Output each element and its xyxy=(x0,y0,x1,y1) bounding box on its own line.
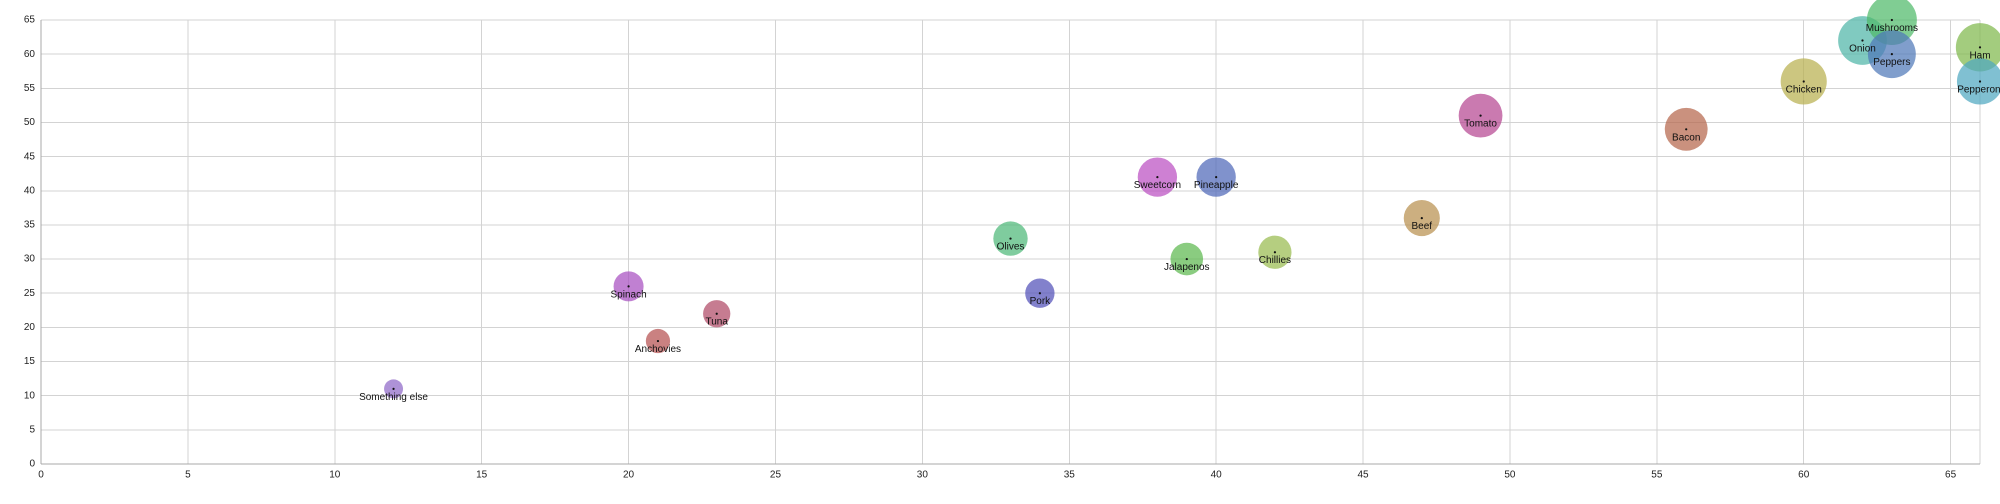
x-tick-label: 15 xyxy=(476,470,488,481)
x-tick-label: 55 xyxy=(1651,470,1663,481)
data-label: Mushrooms xyxy=(1866,23,1918,34)
x-tick-label: 25 xyxy=(770,470,782,481)
y-tick-label: 65 xyxy=(24,15,36,26)
data-label: Peppers xyxy=(1873,57,1910,68)
y-tick-label: 35 xyxy=(24,220,36,231)
bubble-center-dot xyxy=(1038,292,1041,295)
bubble-center-dot xyxy=(627,285,630,288)
data-label: Pepperoni xyxy=(1957,84,2000,95)
bubble-center-dot xyxy=(656,339,660,343)
data-label: Spinach xyxy=(611,289,647,300)
axis-layer xyxy=(40,20,1980,465)
y-tick-label: 40 xyxy=(24,185,36,196)
bubble-layer xyxy=(384,0,2000,399)
y-tick-label: 30 xyxy=(24,254,36,265)
data-label: Something else xyxy=(359,392,428,403)
bubble-center-dot xyxy=(1273,251,1277,254)
x-tick-label: 10 xyxy=(329,470,341,481)
data-label: Beef xyxy=(1412,221,1433,232)
bubble-center-dot xyxy=(1185,257,1188,261)
bubble-center-dot xyxy=(1890,53,1893,56)
bubble-center-dot xyxy=(1009,237,1012,240)
x-tick-label: 0 xyxy=(38,470,44,481)
bubble-center-dot xyxy=(1685,128,1688,131)
tick-layer: 0 5 10 15 20 25 30 35 40 45 50 55 60 65 0 5 10 15 20 25 30 35… xyxy=(24,15,1957,481)
bubble-center-dot xyxy=(1890,18,1893,22)
data-label: Ham xyxy=(1969,50,1990,61)
x-tick-label: 20 xyxy=(623,470,635,481)
bubble-point xyxy=(1956,58,2000,105)
data-label: Pork xyxy=(1030,296,1052,307)
data-label: Sweetcorn xyxy=(1134,180,1181,191)
y-tick-label: 50 xyxy=(24,117,36,128)
data-label: Olives xyxy=(997,242,1025,253)
label-layer: Something else Spinach Anchovies Tuna Olives… xyxy=(359,23,2000,403)
x-tick-label: 35 xyxy=(1064,470,1076,481)
bubble-center-dot xyxy=(1978,46,1982,49)
x-tick-label: 30 xyxy=(917,470,929,481)
bubble-center-dot xyxy=(1156,176,1159,179)
y-tick-label: 5 xyxy=(29,424,35,435)
bubble-center-dot xyxy=(1861,39,1864,42)
data-label: Bacon xyxy=(1672,132,1700,143)
y-tick-label: 55 xyxy=(24,83,36,94)
y-tick-label: 25 xyxy=(24,288,36,299)
x-tick-label: 5 xyxy=(185,470,191,481)
data-label: Tomato xyxy=(1464,119,1497,130)
bubble-center-dot xyxy=(392,387,395,390)
data-label: Jalapenos xyxy=(1164,262,1210,273)
x-tick-label: 45 xyxy=(1357,470,1369,481)
x-tick-label: 50 xyxy=(1504,470,1516,481)
y-tick-label: 45 xyxy=(24,151,36,162)
y-tick-label: 60 xyxy=(24,49,36,60)
bubble-center-dot xyxy=(1802,80,1805,83)
bubble-center-dot xyxy=(1978,80,1982,83)
bubble-center-dot xyxy=(1420,216,1423,220)
data-label: Pineapple xyxy=(1194,180,1239,191)
x-tick-label: 40 xyxy=(1211,470,1223,481)
y-tick-label: 15 xyxy=(24,356,36,367)
data-label: Chicken xyxy=(1786,84,1822,95)
y-tick-label: 0 xyxy=(29,459,35,470)
data-label: Anchovies xyxy=(635,344,681,355)
y-tick-label: 10 xyxy=(24,390,36,401)
bubble-center-dot xyxy=(1215,176,1218,179)
x-tick-label: 65 xyxy=(1945,470,1957,481)
data-label: Chillies xyxy=(1259,255,1291,266)
bubble-center-dot xyxy=(1479,114,1482,117)
grid-layer xyxy=(40,19,1981,465)
bubble-point xyxy=(1955,23,2000,72)
bubble-center-dot xyxy=(715,312,718,315)
data-label: Tuna xyxy=(706,317,729,328)
x-tick-label: 60 xyxy=(1798,470,1810,481)
data-label: Onion xyxy=(1849,43,1876,54)
y-tick-label: 20 xyxy=(24,322,36,333)
